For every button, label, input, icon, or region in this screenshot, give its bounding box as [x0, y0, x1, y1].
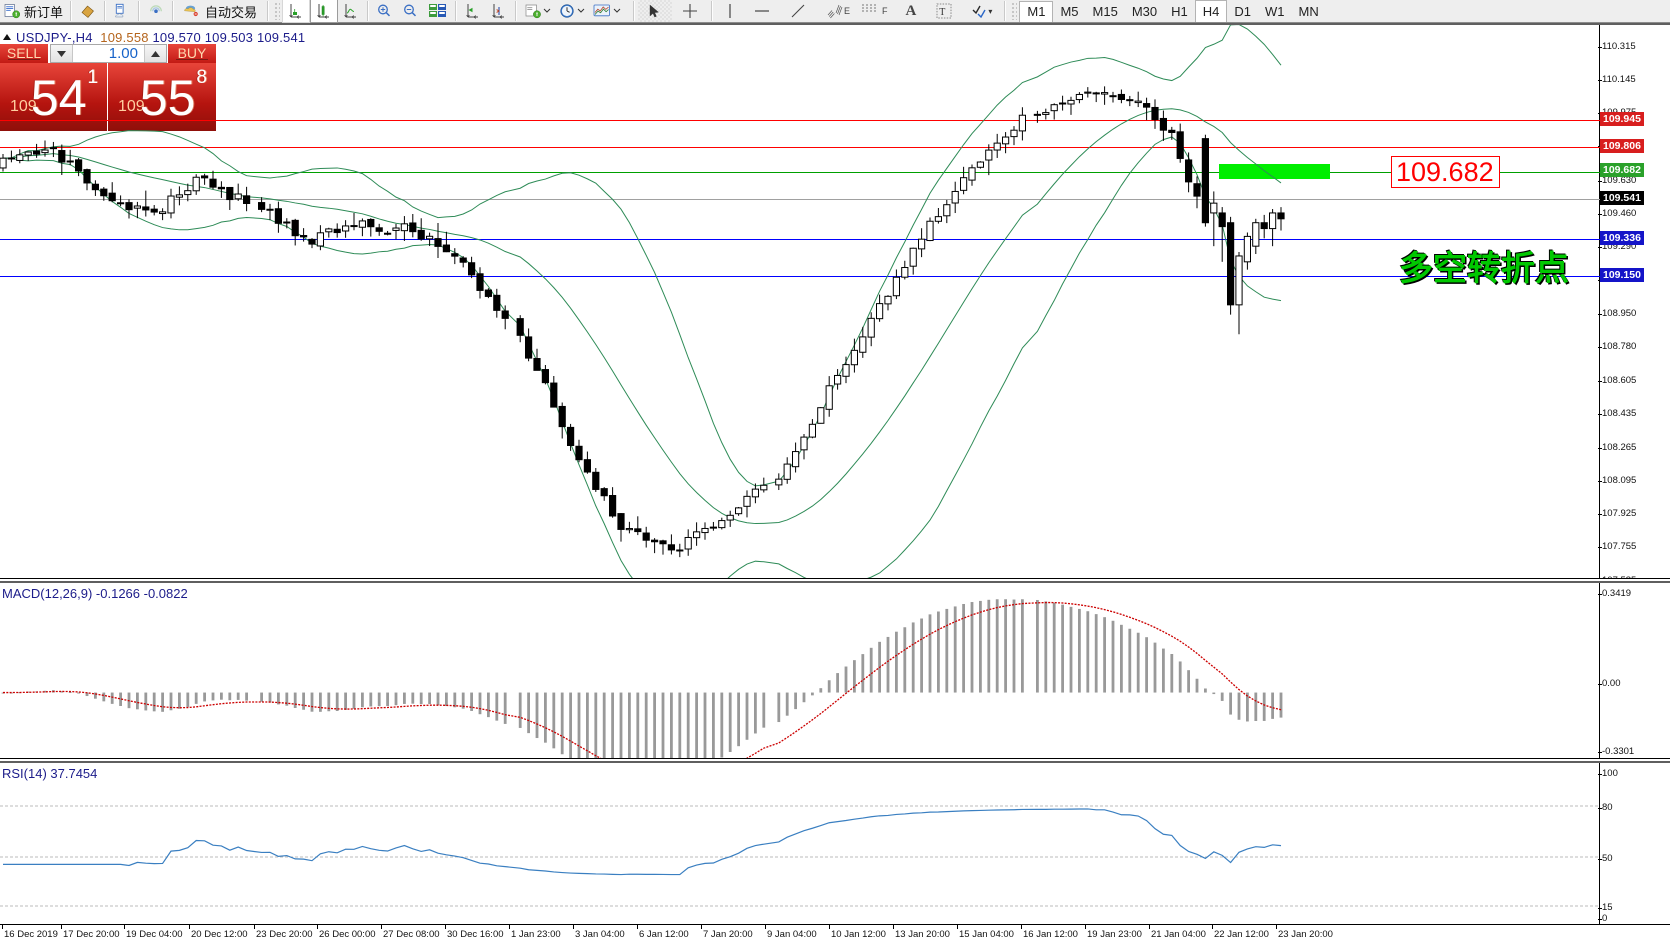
svg-text:T: T — [940, 7, 946, 18]
